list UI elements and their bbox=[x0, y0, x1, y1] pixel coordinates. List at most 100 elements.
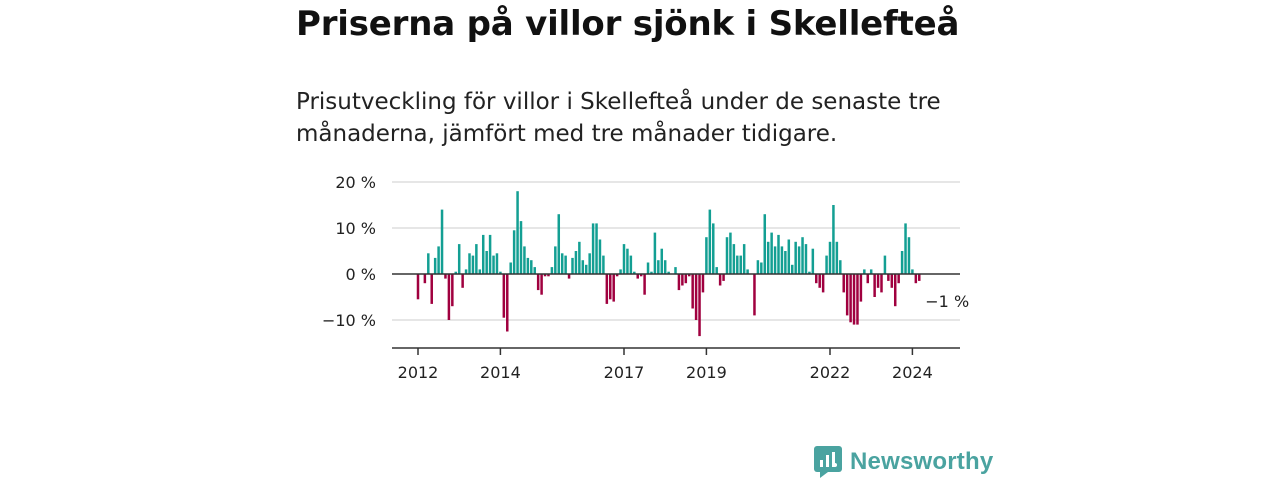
bar bbox=[722, 274, 725, 281]
bar bbox=[578, 241, 581, 274]
bar bbox=[890, 274, 894, 288]
bar bbox=[756, 260, 760, 274]
bar bbox=[581, 260, 585, 274]
bar bbox=[451, 274, 454, 307]
bar bbox=[619, 269, 622, 274]
x-tick-label: 2019 bbox=[686, 363, 727, 382]
bar bbox=[540, 274, 543, 295]
bar bbox=[835, 241, 839, 274]
bar bbox=[863, 269, 866, 274]
bar bbox=[447, 274, 451, 320]
bar bbox=[523, 246, 526, 274]
bar bbox=[646, 262, 650, 274]
bar bbox=[564, 255, 567, 274]
bar bbox=[519, 221, 523, 274]
bar bbox=[883, 255, 887, 274]
bar bbox=[454, 271, 458, 274]
bar bbox=[784, 251, 787, 274]
y-tick-label: 0 % bbox=[346, 265, 376, 284]
y-tick-label: 10 % bbox=[335, 219, 376, 238]
bar bbox=[588, 253, 591, 274]
bar bbox=[471, 255, 475, 274]
bar bbox=[876, 274, 880, 288]
bar bbox=[543, 274, 547, 277]
bar bbox=[815, 274, 818, 284]
bar bbox=[547, 274, 550, 277]
bar bbox=[859, 274, 863, 302]
x-tick-label: 2022 bbox=[810, 363, 851, 382]
bar bbox=[715, 267, 718, 274]
bar bbox=[427, 253, 430, 274]
bar bbox=[567, 274, 571, 279]
bar bbox=[461, 274, 464, 288]
bar bbox=[773, 246, 777, 274]
bar bbox=[598, 239, 602, 274]
bar bbox=[674, 267, 677, 274]
bar bbox=[797, 246, 801, 274]
bar bbox=[653, 232, 657, 274]
x-tick-label: 2024 bbox=[892, 363, 933, 382]
bar bbox=[509, 262, 512, 274]
bar bbox=[914, 274, 918, 284]
bar bbox=[495, 253, 499, 274]
bar bbox=[818, 274, 821, 288]
chart-subtitle: Prisutveckling för villor i Skellefteå u… bbox=[296, 89, 941, 147]
bar bbox=[512, 230, 516, 274]
bar bbox=[602, 255, 605, 274]
bar bbox=[736, 255, 739, 274]
bar bbox=[900, 251, 904, 274]
bar bbox=[712, 223, 715, 274]
bar bbox=[718, 274, 722, 286]
bar bbox=[839, 260, 842, 274]
newsworthy-icon bbox=[814, 446, 842, 478]
bar bbox=[729, 232, 732, 274]
bar bbox=[770, 232, 773, 274]
bar bbox=[584, 264, 588, 274]
bar bbox=[468, 253, 471, 274]
bar bbox=[430, 274, 433, 304]
bar bbox=[660, 248, 664, 274]
chart-title: Priserna på villor sjönk i Skellefteå bbox=[296, 4, 960, 44]
bar bbox=[574, 251, 578, 274]
bar bbox=[423, 274, 427, 284]
bar bbox=[873, 274, 876, 297]
bar bbox=[746, 269, 749, 274]
bar bbox=[633, 271, 636, 274]
bar bbox=[437, 246, 440, 274]
bar bbox=[488, 234, 492, 274]
bar bbox=[554, 246, 557, 274]
bar bbox=[777, 234, 780, 274]
bar bbox=[739, 255, 742, 274]
bar bbox=[626, 248, 629, 274]
bar bbox=[416, 274, 420, 300]
bar bbox=[694, 274, 698, 320]
brand-logo: Newsworthy bbox=[814, 446, 993, 478]
bar bbox=[639, 274, 643, 277]
x-axis-ticks: 2012 2014 2017 2019 2022 2024 bbox=[398, 348, 933, 382]
bar bbox=[464, 269, 468, 274]
bar bbox=[478, 269, 482, 274]
bar bbox=[650, 271, 653, 274]
bar bbox=[732, 244, 736, 274]
bar bbox=[663, 260, 667, 274]
bar bbox=[643, 274, 646, 295]
bar bbox=[533, 267, 536, 274]
bar bbox=[897, 274, 900, 284]
bar bbox=[801, 237, 804, 274]
bar bbox=[811, 248, 815, 274]
bar bbox=[866, 274, 870, 284]
bar bbox=[681, 274, 684, 286]
y-axis-labels: 20 % 10 % 0 % −10 % bbox=[322, 173, 376, 330]
last-value-label: −1 % bbox=[925, 292, 969, 311]
bar bbox=[828, 241, 832, 274]
brand-name: Newsworthy bbox=[850, 448, 994, 475]
bar bbox=[832, 205, 835, 274]
bar bbox=[790, 264, 794, 274]
bar bbox=[433, 257, 437, 274]
bar bbox=[629, 255, 633, 274]
bar bbox=[763, 214, 767, 274]
bar bbox=[808, 271, 811, 274]
bar bbox=[780, 246, 784, 274]
bar bbox=[612, 274, 615, 302]
y-tick-label: −10 % bbox=[322, 311, 376, 330]
